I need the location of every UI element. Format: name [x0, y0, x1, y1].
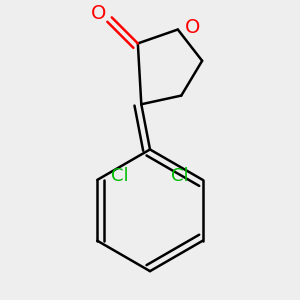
Text: Cl: Cl [111, 167, 129, 185]
Text: O: O [91, 4, 106, 23]
Text: O: O [185, 18, 200, 37]
Text: Cl: Cl [171, 167, 189, 185]
